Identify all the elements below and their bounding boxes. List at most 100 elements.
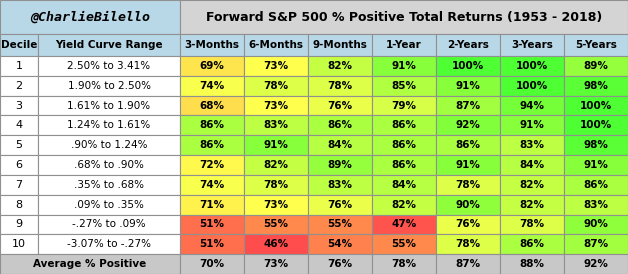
Bar <box>308 215 372 234</box>
Bar <box>500 254 564 274</box>
Bar <box>372 34 436 56</box>
Bar <box>38 175 180 195</box>
Bar <box>308 175 372 195</box>
Bar <box>308 135 372 155</box>
Bar <box>500 135 564 155</box>
Bar <box>436 135 500 155</box>
Bar <box>308 34 372 56</box>
Text: 2-Years: 2-Years <box>447 40 489 50</box>
Text: 83%: 83% <box>327 180 352 190</box>
Text: 88%: 88% <box>519 259 544 269</box>
Text: 78%: 78% <box>391 259 416 269</box>
Bar <box>564 175 628 195</box>
Text: 76%: 76% <box>327 200 352 210</box>
Bar <box>38 155 180 175</box>
Text: 4: 4 <box>16 120 23 130</box>
Bar <box>0 115 38 135</box>
Text: 82%: 82% <box>519 180 544 190</box>
Bar <box>372 135 436 155</box>
Text: 89%: 89% <box>583 61 609 71</box>
Text: 82%: 82% <box>264 160 288 170</box>
Text: 92%: 92% <box>583 259 609 269</box>
Bar <box>308 115 372 135</box>
Bar <box>244 34 308 56</box>
Bar <box>500 96 564 115</box>
Text: 55%: 55% <box>264 219 288 229</box>
Bar <box>0 76 38 96</box>
Text: 87%: 87% <box>455 101 480 110</box>
Bar <box>180 0 628 34</box>
Bar <box>38 215 180 234</box>
Bar <box>372 56 436 76</box>
Bar <box>436 155 500 175</box>
Bar <box>244 96 308 115</box>
Text: 82%: 82% <box>391 200 416 210</box>
Text: 78%: 78% <box>263 180 288 190</box>
Text: @CharlieBilello: @CharlieBilello <box>30 10 150 24</box>
Bar <box>436 254 500 274</box>
Bar <box>244 215 308 234</box>
Text: 1.90% to 2.50%: 1.90% to 2.50% <box>67 81 151 91</box>
Bar <box>180 56 244 76</box>
Text: 86%: 86% <box>391 140 416 150</box>
Bar <box>564 76 628 96</box>
Bar <box>0 0 180 34</box>
Bar <box>308 96 372 115</box>
Bar <box>436 56 500 76</box>
Bar <box>500 175 564 195</box>
Bar <box>244 175 308 195</box>
Bar <box>38 135 180 155</box>
Text: 73%: 73% <box>263 61 288 71</box>
Text: 71%: 71% <box>200 200 225 210</box>
Text: 84%: 84% <box>519 160 544 170</box>
Text: 83%: 83% <box>264 120 288 130</box>
Bar <box>180 215 244 234</box>
Bar <box>436 215 500 234</box>
Bar <box>244 56 308 76</box>
Bar <box>0 195 38 215</box>
Text: 3: 3 <box>16 101 23 110</box>
Text: 83%: 83% <box>583 200 609 210</box>
Bar <box>308 76 372 96</box>
Bar <box>180 195 244 215</box>
Text: 74%: 74% <box>199 180 225 190</box>
Text: 3-Months: 3-Months <box>185 40 239 50</box>
Text: 47%: 47% <box>391 219 416 229</box>
Bar <box>308 254 372 274</box>
Text: 5-Years: 5-Years <box>575 40 617 50</box>
Bar <box>0 175 38 195</box>
Text: 46%: 46% <box>263 239 288 249</box>
Bar <box>500 56 564 76</box>
Text: 1.61% to 1.90%: 1.61% to 1.90% <box>67 101 151 110</box>
Bar <box>38 195 180 215</box>
Text: 82%: 82% <box>519 200 544 210</box>
Bar <box>308 155 372 175</box>
Bar <box>564 96 628 115</box>
Text: 100%: 100% <box>516 61 548 71</box>
Bar <box>372 76 436 96</box>
Text: 9: 9 <box>16 219 23 229</box>
Bar <box>308 234 372 254</box>
Bar <box>372 155 436 175</box>
Bar <box>180 135 244 155</box>
Text: 84%: 84% <box>327 140 352 150</box>
Bar <box>436 76 500 96</box>
Text: 74%: 74% <box>199 81 225 91</box>
Bar <box>38 76 180 96</box>
Text: 68%: 68% <box>200 101 224 110</box>
Bar <box>564 254 628 274</box>
Bar <box>436 175 500 195</box>
Text: 76%: 76% <box>455 219 480 229</box>
Text: 5: 5 <box>16 140 23 150</box>
Bar <box>0 254 180 274</box>
Bar <box>244 115 308 135</box>
Bar <box>244 234 308 254</box>
Bar <box>564 234 628 254</box>
Bar <box>180 34 244 56</box>
Bar <box>0 215 38 234</box>
Bar <box>436 34 500 56</box>
Text: 73%: 73% <box>263 259 288 269</box>
Text: 55%: 55% <box>327 219 352 229</box>
Bar <box>500 115 564 135</box>
Bar <box>372 254 436 274</box>
